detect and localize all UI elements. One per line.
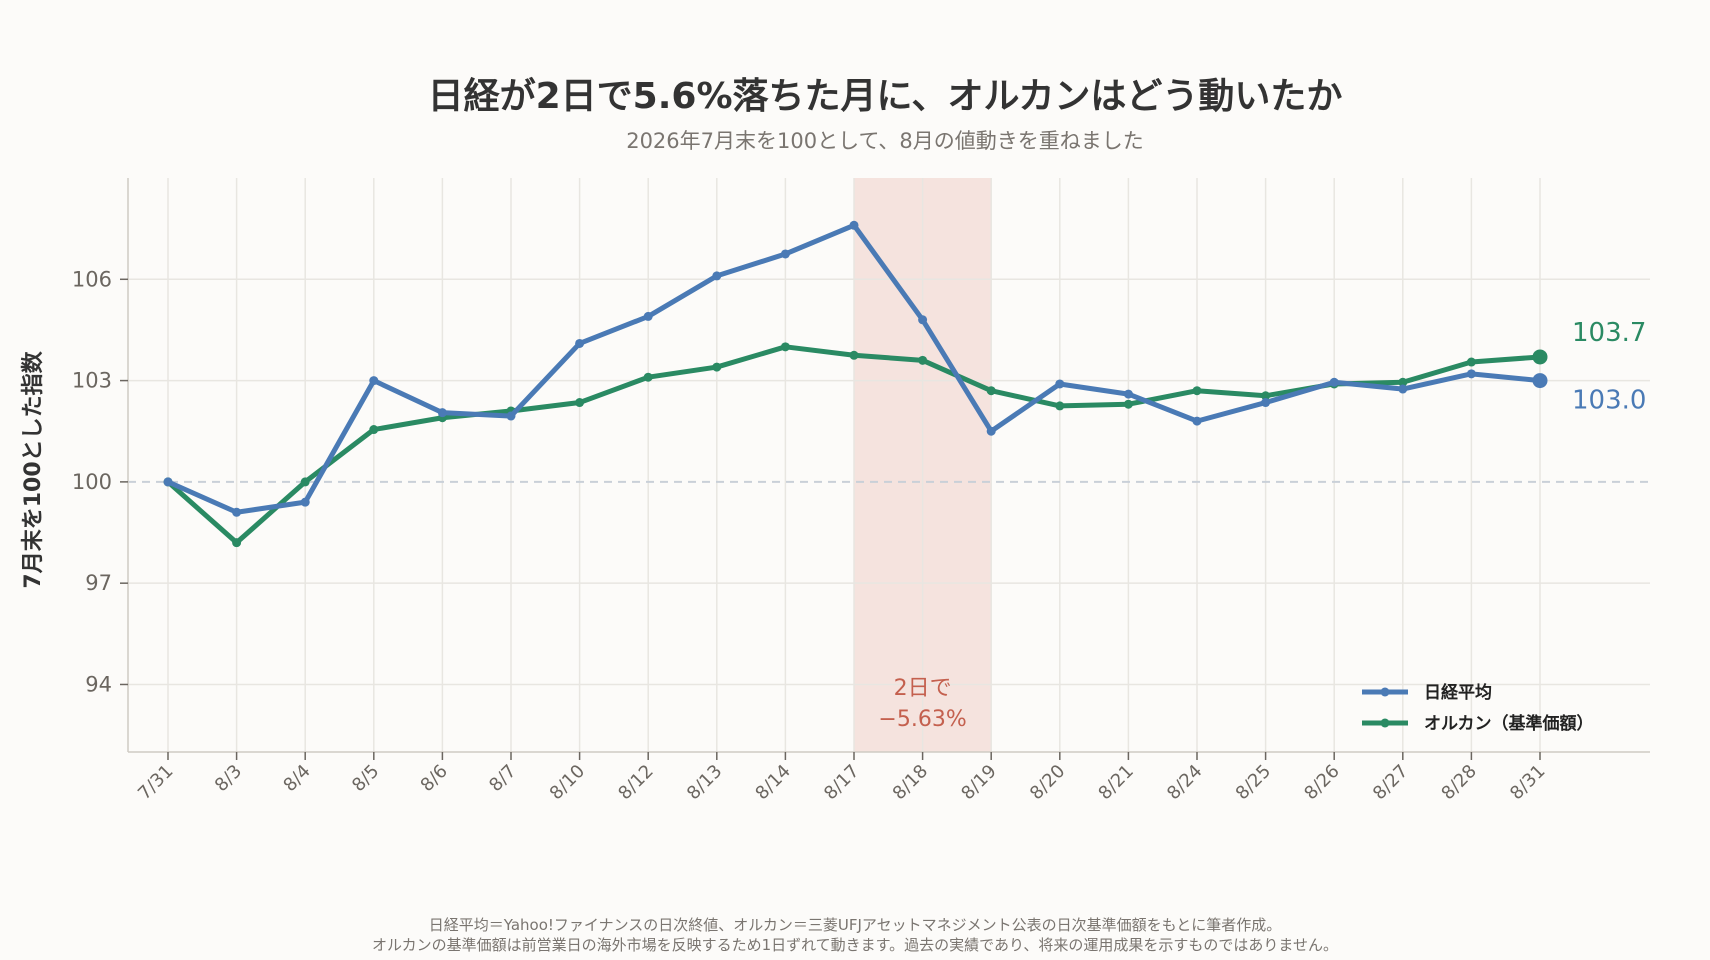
- x-gridlines: [167, 178, 1541, 752]
- x-tick-label: 8/12: [614, 761, 657, 804]
- data-point-orukan: [780, 342, 790, 352]
- data-point-nikkei: [1329, 377, 1339, 387]
- series-layer: [163, 220, 1548, 548]
- data-point-nikkei: [918, 315, 928, 325]
- x-tick-label: 7/31: [134, 761, 177, 804]
- y-tick-label: 103: [72, 369, 112, 393]
- footnote-line2: オルカンの基準価額は前営業日の海外市場を反映するため1日ずれて動きます。過去の実…: [372, 936, 1338, 954]
- data-point-nikkei: [712, 271, 722, 281]
- data-point-orukan: [300, 477, 310, 487]
- data-point-nikkei: [232, 507, 242, 517]
- x-tick-label: 8/20: [1026, 761, 1069, 804]
- x-tick-labels: 7/31 8/3 8/4 8/5 8/6 8/7 8/10 8/12 8/13 8/14 8/17 8…: [134, 752, 1550, 804]
- data-point-orukan: [369, 425, 379, 435]
- x-tick-label: 8/17: [820, 761, 863, 804]
- legend-marker-nikkei: [1380, 687, 1390, 697]
- data-point-nikkei: [643, 311, 653, 321]
- annotation-label-line2: −5.63%: [878, 707, 966, 732]
- footnote-line1: 日経平均＝Yahoo!ファイナンスの日次終値、オルカン＝三菱UFJアセットマネジ…: [429, 916, 1282, 934]
- x-tick-label: 8/27: [1369, 761, 1412, 804]
- x-tick-label: 8/6: [417, 761, 452, 796]
- data-point-nikkei: [849, 220, 859, 230]
- data-point-nikkei: [1398, 384, 1408, 394]
- y-tick-label: 94: [85, 672, 112, 696]
- legend-marker-orukan: [1380, 718, 1390, 728]
- data-point-nikkei: [1055, 379, 1065, 389]
- legend-label-nikkei: 日経平均: [1424, 682, 1492, 703]
- x-tick-label: 8/13: [683, 761, 726, 804]
- data-point-nikkei: [163, 477, 173, 487]
- data-point-orukan: [1466, 357, 1476, 367]
- chart-title: 日経が2日で5.6%落ちた月に、オルカンはどう動いたか: [428, 76, 1343, 117]
- x-tick-label: 8/5: [348, 761, 383, 796]
- x-tick-label: 8/25: [1232, 761, 1275, 804]
- x-tick-label: 8/24: [1163, 761, 1206, 804]
- x-tick-label: 8/18: [889, 761, 932, 804]
- x-tick-label: 8/4: [279, 761, 314, 796]
- data-point-nikkei: [437, 408, 447, 418]
- legend-label-orukan: オルカン（基準価額）: [1424, 713, 1594, 734]
- data-point-nikkei: [1532, 373, 1548, 389]
- data-point-orukan: [849, 350, 859, 360]
- y-tick-labels: 94 97 100 103 106: [72, 267, 128, 696]
- data-point-nikkei: [575, 338, 585, 348]
- data-point-orukan: [232, 538, 242, 548]
- chart-subtitle: 2026年7月末を100として、8月の値動きを重ねました: [626, 129, 1144, 153]
- end-label-orukan: 103.7: [1572, 318, 1646, 348]
- data-point-orukan: [1192, 386, 1202, 396]
- data-point-nikkei: [369, 376, 379, 386]
- x-tick-label: 8/7: [485, 761, 520, 796]
- x-tick-label: 8/19: [957, 761, 1000, 804]
- y-tick-label: 100: [72, 470, 112, 494]
- annotation-label-line1: 2日で: [894, 676, 952, 701]
- data-point-orukan: [1123, 399, 1133, 409]
- x-tick-label: 8/10: [546, 761, 589, 804]
- x-tick-label: 8/26: [1300, 761, 1343, 804]
- data-point-orukan: [1398, 377, 1408, 387]
- data-point-orukan: [575, 398, 585, 408]
- data-point-orukan: [643, 372, 653, 382]
- data-point-orukan: [986, 386, 996, 396]
- data-point-orukan: [712, 362, 722, 372]
- x-tick-label: 8/3: [211, 761, 246, 796]
- x-tick-label: 8/14: [752, 761, 795, 804]
- y-tick-label: 106: [72, 267, 112, 291]
- data-point-nikkei: [1261, 398, 1271, 408]
- data-point-orukan: [1261, 391, 1271, 401]
- data-point-orukan: [1055, 401, 1065, 411]
- data-point-orukan: [1532, 349, 1548, 365]
- x-tick-label: 8/21: [1095, 761, 1138, 804]
- legend: 日経平均 オルカン（基準価額）: [1362, 682, 1594, 734]
- data-point-nikkei: [1466, 369, 1476, 379]
- y-tick-label: 97: [85, 571, 112, 595]
- data-point-nikkei: [300, 497, 310, 507]
- data-point-nikkei: [1123, 389, 1133, 399]
- y-axis-label: 7月末を100とした指数: [20, 350, 46, 588]
- x-tick-label: 8/31: [1506, 761, 1549, 804]
- end-label-nikkei: 103.0: [1572, 386, 1646, 416]
- data-point-nikkei: [1192, 416, 1202, 426]
- data-point-nikkei: [506, 411, 516, 421]
- data-point-nikkei: [780, 249, 790, 259]
- x-tick-label: 8/28: [1438, 761, 1481, 804]
- data-point-nikkei: [986, 426, 996, 436]
- data-point-orukan: [918, 355, 928, 365]
